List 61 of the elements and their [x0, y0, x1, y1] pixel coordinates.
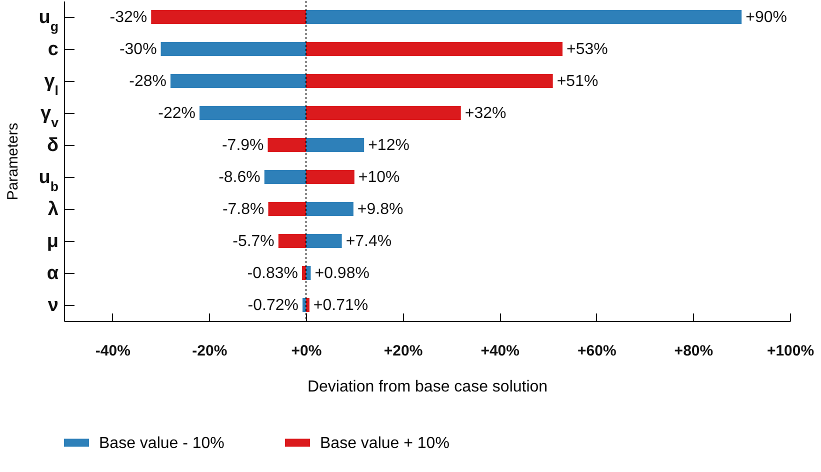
y-tick-label: ν	[48, 295, 58, 316]
data-label: +7.4%	[346, 233, 392, 250]
data-label: +32%	[464, 105, 506, 122]
bar	[306, 106, 461, 120]
data-label: -8.6%	[218, 169, 260, 186]
bar	[306, 234, 342, 248]
bar	[306, 170, 354, 184]
y-tick-label: u$_{g}$	[38, 7, 58, 34]
bar	[306, 138, 364, 152]
data-label: -0.83%	[247, 265, 298, 282]
data-label: -5.7%	[232, 233, 274, 250]
bar	[170, 74, 306, 88]
data-label: +12%	[368, 137, 410, 154]
legend-label: Base value - 10%	[99, 434, 224, 452]
x-axis-title: Deviation from base case solution	[307, 378, 548, 396]
bar	[200, 106, 306, 120]
bar	[268, 138, 306, 152]
bar	[151, 10, 306, 24]
bar	[306, 298, 310, 312]
y-axis-title: Parameters	[4, 122, 22, 200]
data-label: -7.9%	[222, 137, 264, 154]
data-label: -32%	[110, 9, 148, 26]
bar	[160, 42, 306, 56]
data-label: -0.72%	[248, 297, 299, 314]
bar	[264, 170, 306, 184]
y-tick-label: λ	[48, 199, 59, 220]
data-label: +9.8%	[357, 201, 404, 218]
x-tick-label: +20%	[384, 342, 423, 360]
data-label: +51%	[556, 73, 598, 90]
x-tick-label: +80%	[674, 342, 714, 360]
x-tick-label: +40%	[480, 342, 520, 360]
bar	[268, 202, 306, 216]
bar	[306, 42, 563, 56]
data-label: -28%	[129, 73, 166, 90]
legend-label: Base value + 10%	[320, 434, 450, 452]
x-tick-label: -40%	[95, 342, 130, 360]
bar	[306, 202, 354, 216]
x-tick-label: +60%	[578, 342, 616, 360]
data-label: +0.71%	[313, 297, 368, 314]
x-tick-label: +0%	[291, 342, 322, 360]
y-tick-label: u$_{b}$	[38, 167, 58, 194]
y-tick-label: δ	[46, 135, 58, 156]
y-tick-label: γ$_{l}$	[44, 71, 58, 98]
data-label: +90%	[746, 9, 787, 26]
bar	[302, 298, 306, 312]
data-label: +0.98%	[314, 265, 370, 282]
bar	[278, 234, 306, 248]
data-label: -7.8%	[222, 201, 264, 218]
x-tick-label: +100%	[766, 342, 814, 360]
y-tick-label: c	[48, 39, 59, 60]
data-label: -22%	[158, 105, 196, 122]
y-tick-label: μ	[46, 231, 58, 252]
data-label: +10%	[358, 169, 400, 186]
data-label: -30%	[119, 41, 157, 58]
y-tick-label: α	[46, 263, 59, 284]
bar	[306, 10, 742, 24]
x-tick-label: -20%	[192, 342, 228, 360]
bar	[302, 266, 306, 280]
bar	[306, 74, 553, 88]
data-label: +53%	[566, 41, 608, 58]
y-tick-label: γ$_{v}$	[40, 103, 60, 130]
